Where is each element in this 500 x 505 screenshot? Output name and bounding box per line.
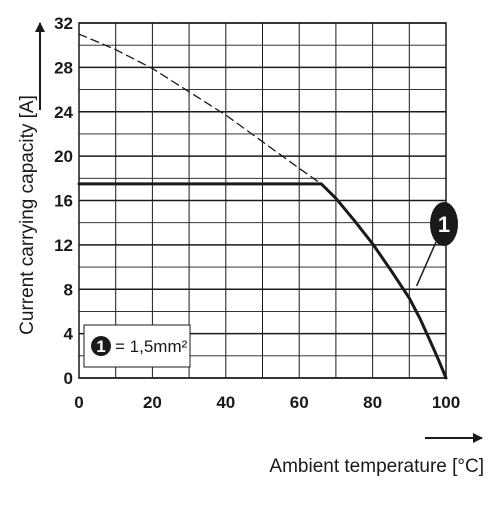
callout-badge-label: 1 [438, 212, 450, 237]
y-tick-label: 20 [54, 147, 73, 166]
legend-badge [91, 336, 111, 356]
x-tick-label: 20 [143, 393, 162, 412]
legend-label: = 1,5mm² [115, 337, 188, 356]
y-axis-title: Current carrying capacity [A] [17, 95, 38, 335]
x-axis-title: Ambient temperature [°C] [269, 456, 484, 477]
y-tick-label: 4 [64, 325, 74, 344]
legend-badge-label: 1 [96, 337, 105, 356]
series-line-1 [77, 182, 448, 380]
y-tick-label: 28 [54, 58, 73, 77]
y-tick-label: 12 [54, 236, 73, 255]
series-line-dashed [78, 33, 322, 185]
plot-frame [78, 22, 447, 379]
y-tick-label: 0 [64, 369, 73, 388]
y-tick-label: 24 [54, 103, 73, 122]
callout-leader [415, 241, 437, 287]
y-tick-label: 16 [54, 192, 73, 211]
x-tick-label: 40 [216, 393, 235, 412]
x-tick-label: 0 [74, 393, 83, 412]
x-tick-label: 100 [432, 393, 460, 412]
x-tick-label: 80 [363, 393, 382, 412]
legend: 1 = 1,5mm² [83, 324, 191, 368]
y-tick-label: 8 [64, 280, 73, 299]
y-tick-label: 32 [54, 14, 73, 33]
x-tick-label: 60 [290, 393, 309, 412]
series-callout: 1 [415, 202, 458, 287]
callout-badge [430, 202, 458, 246]
